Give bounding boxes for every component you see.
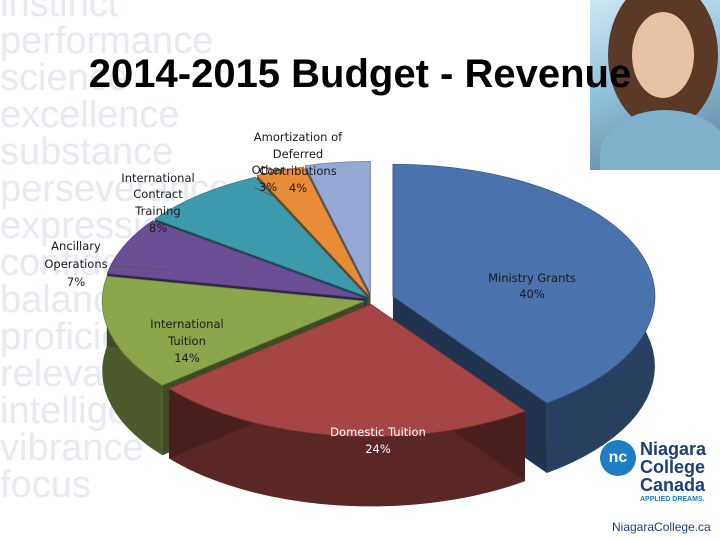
leader-lines [111, 186, 273, 271]
pie-slice-international-contract-training [154, 176, 368, 297]
logo-line-college: College [640, 457, 706, 477]
pct-ancillary: 7% [67, 275, 85, 289]
label-amortization-line1: Amortization of [254, 130, 343, 144]
background-word: substance [0, 131, 174, 173]
label-international-tuition-line2: Tuition [167, 334, 206, 348]
pie-slice-domestic-tuition [168, 303, 526, 437]
niagara-college-logo: nc Niagara College Canada APPLIED DREAMS… [600, 438, 720, 540]
chart-title: 2014-2015 Budget - Revenue [88, 52, 632, 96]
logo-url: NiagaraCollege.ca [612, 520, 711, 534]
pie-slice-ancillary-operations [106, 220, 365, 299]
pct-domestic-tuition: 24% [365, 442, 391, 456]
pct-ministry-grants: 40% [519, 287, 545, 301]
label-contract-training-line3: Training [134, 204, 180, 218]
pct-amortization: 4% [289, 181, 307, 195]
logo-tagline: APPLIED DREAMS. [640, 496, 705, 503]
label-amortization-line2: Deferred [273, 147, 323, 161]
leader-line [111, 265, 169, 271]
label-ancillary-line2: Operations [44, 257, 107, 271]
label-contract-training-line2: Contract [133, 187, 183, 201]
label-ancillary-line1: Ancillary [51, 239, 101, 253]
background-word: excellence [0, 94, 180, 136]
label-domestic-tuition: Domestic Tuition [330, 425, 426, 439]
background-word: performance [0, 20, 214, 62]
label-ministry-grants: Ministry Grants [488, 271, 576, 285]
pie-slice-ministry-grants [392, 163, 656, 404]
logo-line-niagara: Niagara [640, 439, 707, 459]
background-word: vibrance [0, 427, 144, 469]
pct-contract-training: 8% [149, 221, 167, 235]
label-amortization-line3: Contributions [259, 164, 336, 178]
pct-other: 3% [259, 180, 277, 194]
pct-international-tuition: 14% [174, 351, 200, 365]
photo-face [632, 12, 694, 98]
background-word-cloud: instinct performance science excellence subs… [0, 0, 300, 504]
label-contract-training-line1: International [121, 171, 194, 185]
pie-slice-other [256, 166, 369, 296]
nc-mark: nc [600, 440, 636, 476]
pie-slice-international-tuition [101, 275, 365, 386]
student-photo [590, 0, 720, 170]
slice-wall [169, 388, 525, 507]
leader-line [253, 186, 273, 197]
pie-slice-amortization-of-deferred-contributions [304, 161, 371, 294]
label-other: Other [252, 163, 285, 177]
slice-wall [102, 276, 163, 456]
background-word: focus [0, 464, 91, 504]
pie-top-layer [101, 161, 656, 437]
background-word: science [0, 57, 129, 99]
background-word: instinct [0, 0, 119, 25]
label-international-tuition-line1: International [150, 317, 223, 331]
logo-line-canada: Canada [640, 475, 706, 495]
